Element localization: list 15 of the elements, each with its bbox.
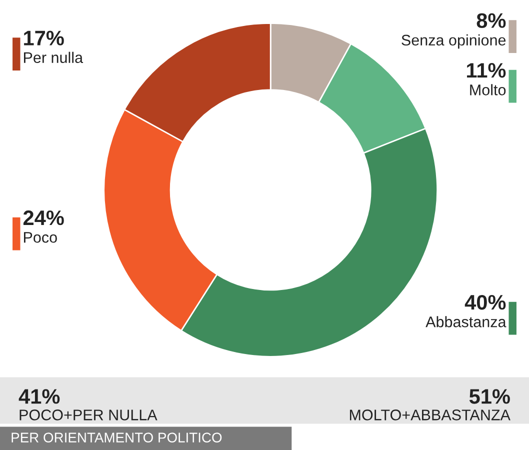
- slice-label: Poco: [24, 232, 57, 243]
- text: PER ORIENTAMENTO POLITICO: [12, 432, 222, 442]
- data-label: 11%: [467, 63, 506, 78]
- legend-label: Senza opinione: [402, 34, 506, 49]
- legend-label: Abbastanza: [426, 316, 506, 328]
- data-label: 24%: [23, 210, 64, 226]
- legend-label: Molto: [470, 84, 506, 96]
- text: 41%: [18, 389, 60, 404]
- text: POCO+PER NULLA: [20, 410, 158, 420]
- slice-label: Per nulla: [24, 52, 84, 64]
- text: 51%: [469, 389, 510, 404]
- data-label: 40%: [464, 294, 506, 310]
- text: MOLTO+ABBASTANZA: [350, 410, 510, 420]
- data-label: 17%: [24, 30, 64, 46]
- data-label: 8%: [476, 13, 506, 28]
